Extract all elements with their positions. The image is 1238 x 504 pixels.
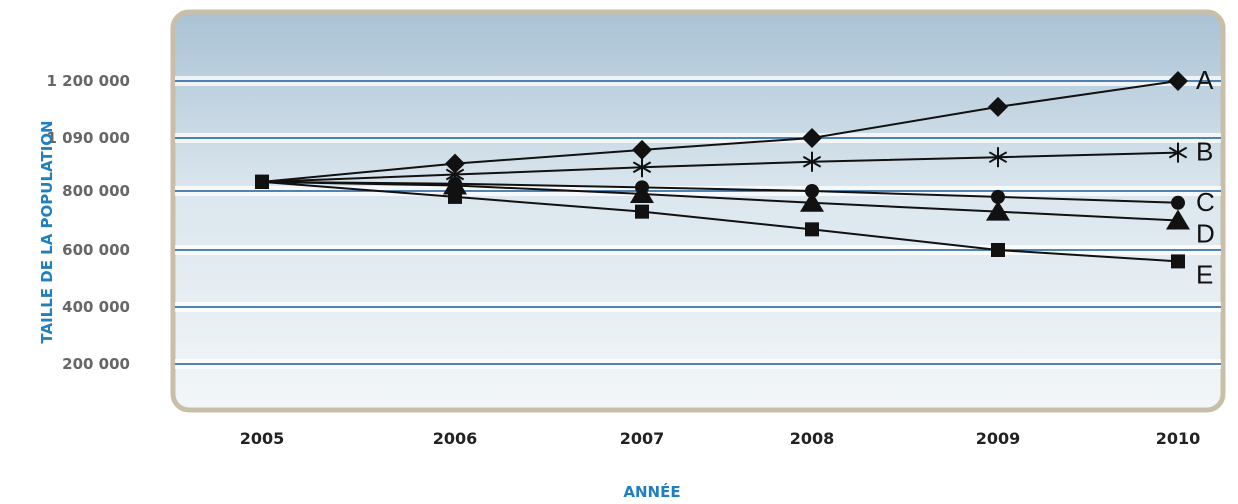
y-tick-label: 600 000 <box>62 241 130 259</box>
data-point-e <box>255 174 269 189</box>
series-label-b: B <box>1196 137 1213 167</box>
data-point-e <box>448 189 462 204</box>
data-point-a <box>445 153 465 174</box>
data-point-c <box>991 189 1005 204</box>
series-line-b <box>261 151 1179 183</box>
series-lines <box>261 80 1179 263</box>
data-point-a <box>988 96 1008 117</box>
data-point-b <box>988 147 1008 168</box>
data-point-a <box>632 139 652 160</box>
x-tick-label: 2006 <box>433 429 478 448</box>
data-point-a <box>1168 71 1188 91</box>
data-point-d <box>1166 209 1190 230</box>
data-point-b <box>632 157 652 178</box>
y-tick-label: 400 000 <box>62 298 130 316</box>
data-point-c <box>1171 195 1185 210</box>
series-line-e <box>261 180 1179 263</box>
data-point-d <box>800 191 824 212</box>
y-tick-label: 800 000 <box>62 182 130 200</box>
y-axis-ticks: 1 200 000 1 090 000 800 000 600 000 400 000 2… <box>46 72 130 373</box>
series-label-a: A <box>1196 65 1214 95</box>
data-point-c <box>805 184 819 198</box>
y-axis-title: TAILLE DE LA POPULATION <box>38 120 56 343</box>
x-tick-label: 2005 <box>240 429 285 448</box>
x-axis-title: ANNÉE <box>623 482 680 501</box>
series-label-e: E <box>1196 259 1213 289</box>
data-point-e <box>1171 254 1185 269</box>
data-point-e <box>635 204 649 219</box>
y-tick-label: 200 000 <box>62 355 130 373</box>
y-tick-label: 1 200 000 <box>46 72 130 90</box>
y-tick-label: 1 090 000 <box>46 129 130 147</box>
plot-area <box>170 9 1226 413</box>
data-point-b <box>1168 142 1188 163</box>
data-point-e <box>805 222 819 237</box>
data-point-b <box>802 151 822 172</box>
series-label-c: C <box>1196 187 1215 217</box>
data-point-a <box>802 128 822 148</box>
series-label-d: D <box>1196 219 1215 249</box>
x-tick-label: 2010 <box>1156 429 1201 448</box>
data-point-d <box>630 182 654 203</box>
series-line-c <box>261 180 1179 204</box>
x-axis-ticks: 2005 2006 2007 2008 2009 2010 <box>240 429 1201 448</box>
x-tick-label: 2008 <box>790 429 835 448</box>
gridlines <box>175 76 1221 369</box>
data-point-e <box>991 243 1005 257</box>
x-tick-label: 2007 <box>620 429 665 448</box>
x-tick-label: 2009 <box>976 429 1021 448</box>
series-line-d <box>261 180 1179 222</box>
data-point-d <box>443 174 467 195</box>
series-line-a <box>261 80 1179 183</box>
data-point-d <box>986 200 1010 221</box>
series-markers <box>255 71 1190 269</box>
